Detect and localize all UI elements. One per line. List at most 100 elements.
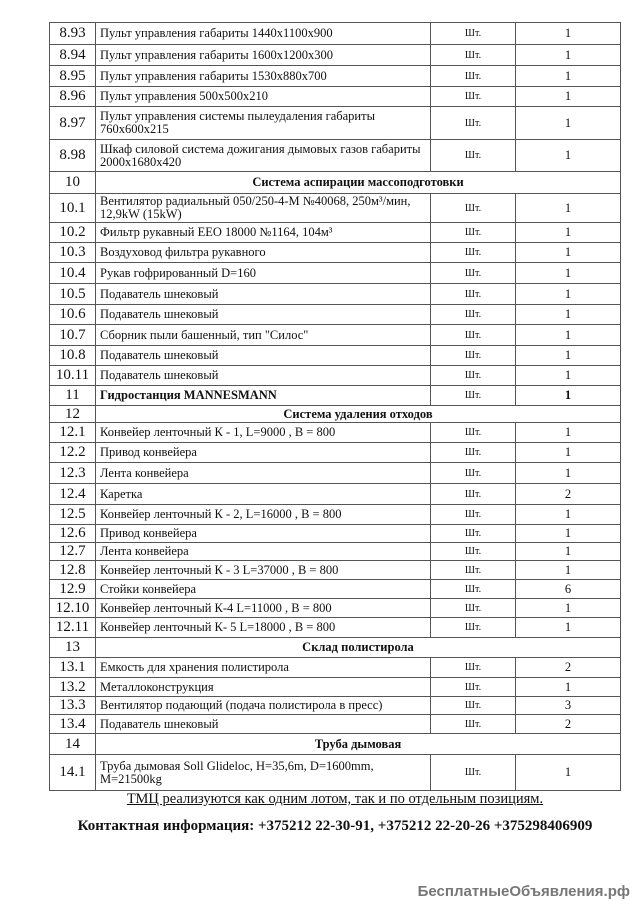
- table-row: 13.4 Подаватель шнековый Шт. 2: [49, 714, 621, 734]
- item-number: 10.6: [49, 304, 96, 325]
- section-title: Система удаления отходов: [95, 405, 621, 423]
- item-unit: Шт.: [430, 65, 516, 87]
- item-name: Вентилятор радиальный 050/250-4-M №40068…: [95, 193, 431, 223]
- item-number: 12.7: [49, 542, 96, 561]
- table-row: 12.4 Каретка Шт. 2: [49, 483, 621, 505]
- table-row: 8.96 Пульт управления 500х500х210 Шт. 1: [49, 86, 621, 107]
- item-unit: Шт.: [430, 579, 516, 599]
- item-quantity: 6: [515, 579, 621, 599]
- item-quantity: 1: [515, 242, 621, 263]
- item-unit: Шт.: [430, 657, 516, 678]
- item-quantity: 1: [515, 504, 621, 525]
- table-row: 12.1 Конвейер ленточный К - 1, L=9000 , B…: [49, 422, 621, 443]
- item-name: Фильтр рукавный EEO 18000 №1164, 104м³: [95, 222, 431, 243]
- item-unit: Шт.: [430, 696, 516, 715]
- table-row: 14.1 Труба дымовая Soll Glideloc, H=35,6m…: [49, 754, 621, 791]
- item-unit: Шт.: [430, 524, 516, 543]
- item-quantity: 1: [515, 524, 621, 543]
- section-title: Система аспирации массоподготовки: [95, 171, 621, 194]
- item-unit: Шт.: [430, 365, 516, 386]
- item-quantity: 1: [515, 22, 621, 45]
- item-name: Металлоконструкция: [95, 677, 431, 697]
- item-name: Конвейер ленточный К - 2, L=16000 , B = …: [95, 504, 431, 525]
- item-unit: Шт.: [430, 385, 516, 406]
- item-quantity: 1: [515, 385, 621, 406]
- table-row: 12.2 Привод конвейера Шт. 1: [49, 442, 621, 463]
- table-row: 10.2 Фильтр рукавный EEO 18000 №1164, 104…: [49, 222, 621, 243]
- item-quantity: 1: [515, 222, 621, 243]
- item-unit: Шт.: [430, 193, 516, 223]
- item-name: Каретка: [95, 483, 431, 505]
- item-number: 8.94: [49, 44, 96, 66]
- item-name: Подаватель шнековый: [95, 714, 431, 734]
- item-number: 10: [49, 171, 96, 194]
- item-quantity: 1: [515, 106, 621, 140]
- item-unit: Шт.: [430, 345, 516, 366]
- table-row: 13.1 Емкость для хранения полистирола Шт. 2: [49, 657, 621, 678]
- item-number: 10.3: [49, 242, 96, 263]
- table-row: 12.11 Конвейер ленточный К- 5 L=18000 , B…: [49, 617, 621, 638]
- item-quantity: 1: [515, 422, 621, 443]
- item-name: Пульт управления 500х500х210: [95, 86, 431, 107]
- table-row: 11 Гидростанция MANNESMANN Шт. 1: [49, 385, 621, 406]
- equipment-table: 8.93 Пульт управления габариты 1440х1100х…: [49, 22, 621, 791]
- item-name: Конвейер ленточный К-4 L=11000 , B = 800: [95, 598, 431, 618]
- item-unit: Шт.: [430, 44, 516, 66]
- item-number: 10.2: [49, 222, 96, 243]
- section-row: 13 Склад полистирола: [49, 637, 621, 658]
- item-quantity: 1: [515, 139, 621, 172]
- table-row: 8.95 Пульт управления габариты 1530х880х7…: [49, 65, 621, 87]
- item-unit: Шт.: [430, 86, 516, 107]
- item-number: 13: [49, 637, 96, 658]
- item-number: 13.1: [49, 657, 96, 678]
- item-name: Труба дымовая Soll Glideloc, H=35,6m, D=…: [95, 754, 431, 791]
- item-number: 12.6: [49, 524, 96, 543]
- section-title: Труба дымовая: [95, 733, 621, 755]
- watermark: БесплатныеОбъявления.рф: [417, 883, 630, 900]
- item-number: 8.93: [49, 22, 96, 45]
- item-quantity: 1: [515, 462, 621, 484]
- item-quantity: 3: [515, 696, 621, 715]
- item-name: Конвейер ленточный К - 1, L=9000 , B = 8…: [95, 422, 431, 443]
- section-row: 12 Система удаления отходов: [49, 405, 621, 423]
- item-name: Подаватель шнековый: [95, 304, 431, 325]
- item-unit: Шт.: [430, 222, 516, 243]
- item-quantity: 1: [515, 754, 621, 791]
- item-number: 12.11: [49, 617, 96, 638]
- item-unit: Шт.: [430, 283, 516, 305]
- item-number: 13.3: [49, 696, 96, 715]
- item-name: Подаватель шнековый: [95, 283, 431, 305]
- section-row: 10 Система аспирации массоподготовки: [49, 171, 621, 194]
- item-unit: Шт.: [430, 22, 516, 45]
- item-number: 12.9: [49, 579, 96, 599]
- item-quantity: 1: [515, 304, 621, 325]
- item-quantity: 1: [515, 560, 621, 580]
- item-name: Привод конвейера: [95, 524, 431, 543]
- item-quantity: 1: [515, 598, 621, 618]
- item-name: Подаватель шнековый: [95, 345, 431, 366]
- table-row: 8.93 Пульт управления габариты 1440х1100х…: [49, 22, 621, 45]
- item-number: 10.8: [49, 345, 96, 366]
- item-name: Воздуховод фильтра рукавного: [95, 242, 431, 263]
- table-row: 10.4 Рукав гофрированный D=160 Шт. 1: [49, 262, 621, 284]
- item-quantity: 1: [515, 65, 621, 87]
- item-name: Шкаф силовой система дожигания дымовых г…: [95, 139, 431, 172]
- table-row: 10.1 Вентилятор радиальный 050/250-4-M №4…: [49, 193, 621, 223]
- item-unit: Шт.: [430, 714, 516, 734]
- item-unit: Шт.: [430, 106, 516, 140]
- item-quantity: 2: [515, 483, 621, 505]
- table-row: 10.6 Подаватель шнековый Шт. 1: [49, 304, 621, 325]
- table-row: 10.5 Подаватель шнековый Шт. 1: [49, 283, 621, 305]
- table-row: 10.3 Воздуховод фильтра рукавного Шт. 1: [49, 242, 621, 263]
- table-row: 13.3 Вентилятор подающий (подача полистир…: [49, 696, 621, 715]
- item-name: Подаватель шнековый: [95, 365, 431, 386]
- item-unit: Шт.: [430, 262, 516, 284]
- item-number: 10.7: [49, 324, 96, 346]
- item-unit: Шт.: [430, 242, 516, 263]
- item-number: 12.10: [49, 598, 96, 618]
- item-unit: Шт.: [430, 560, 516, 580]
- lot-note: ТМЦ реализуются как одним лотом, так и п…: [126, 791, 544, 807]
- item-name: Гидростанция MANNESMANN: [95, 385, 431, 406]
- item-number: 10.4: [49, 262, 96, 284]
- table-row: 12.3 Лента конвейера Шт. 1: [49, 462, 621, 484]
